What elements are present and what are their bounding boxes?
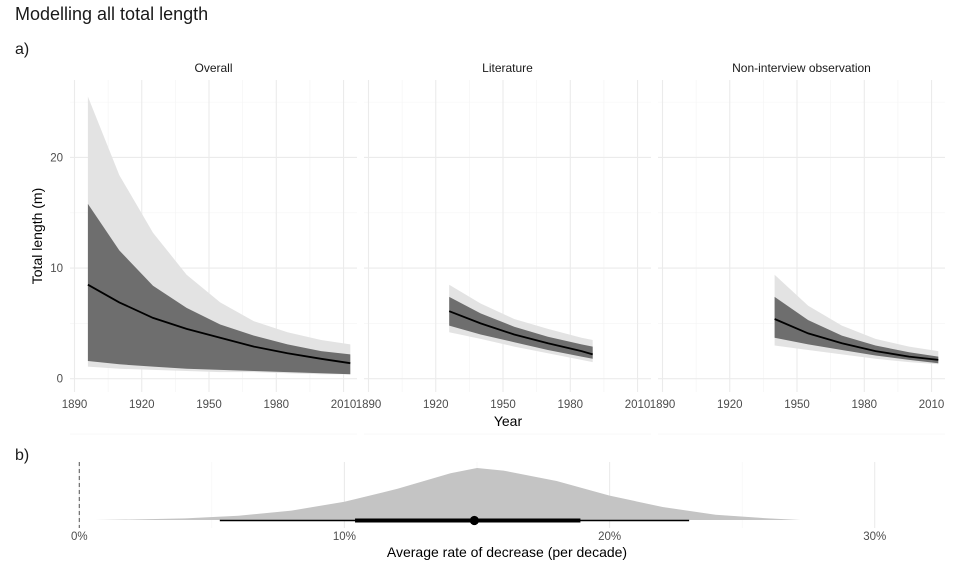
x-tick-label: 2010 [331, 399, 357, 411]
x-tick-label: 1920 [129, 399, 155, 411]
x-tick-label: 1890 [356, 399, 382, 411]
facet-overall: Overall 1890 1920 1950 1980 2010 0 10 20 [50, 61, 357, 435]
median-line [87, 283, 351, 365]
x-tick-label: 1920 [423, 399, 449, 411]
median-line [774, 318, 939, 361]
y-axis-label-length: Total length (m) [29, 188, 45, 284]
panel-tag-a: a) [15, 41, 29, 58]
x-axis-label-rate: Average rate of decrease (per decade) [387, 544, 627, 560]
panel-tag-b: b) [15, 447, 29, 464]
x-tick-label: 1950 [490, 399, 516, 411]
median-line [448, 310, 593, 356]
x-tick-label: 1920 [717, 399, 743, 411]
x-tick-label: 1950 [196, 399, 222, 411]
density-x-tick-label: 10% [333, 531, 356, 543]
x-tick-label: 2010 [625, 399, 651, 411]
density-x-tick-label: 0% [71, 531, 88, 543]
point-estimate [469, 515, 479, 526]
y-tick-label: 0 [57, 374, 63, 386]
strip-label-literature: Literature [482, 61, 533, 75]
y-tick-label: 20 [50, 152, 63, 164]
x-tick-label: 1980 [557, 399, 583, 411]
facet-literature: Literature 1890 1920 1950 1980 2010 [356, 61, 651, 435]
y-tick-label: 10 [50, 263, 63, 275]
inner-interval-band [774, 296, 939, 364]
x-tick-label: 1890 [650, 399, 676, 411]
x-tick-label: 2010 [919, 399, 945, 411]
x-tick-label: 1890 [62, 399, 88, 411]
strip-label-overall: Overall [194, 61, 232, 75]
facet-panels: Overall 1890 1920 1950 1980 2010 0 10 20 Literatu… [50, 61, 945, 435]
chart-title: Modelling all total length [15, 4, 208, 24]
strip-label-non-interview-observation: Non-interview observation [732, 61, 871, 75]
inner-interval-band [87, 203, 351, 375]
density-panel: 0% 10% 20% 30% [71, 462, 886, 543]
density-x-tick-label: 30% [863, 531, 886, 543]
facet-non-interview-observation: Non-interview observation 1890 1920 1950 198… [650, 61, 945, 435]
x-tick-label: 1980 [851, 399, 877, 411]
posterior-density [95, 468, 801, 520]
density-x-tick-label: 20% [598, 531, 621, 543]
x-axis-label-year: Year [494, 413, 523, 429]
inner-interval-band [449, 296, 593, 359]
x-tick-label: 1950 [784, 399, 810, 411]
x-tick-label: 1980 [263, 399, 289, 411]
